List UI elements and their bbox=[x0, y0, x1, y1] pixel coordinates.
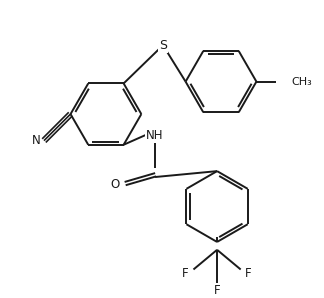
Text: F: F bbox=[214, 284, 220, 297]
Text: F: F bbox=[182, 267, 189, 280]
Text: S: S bbox=[159, 39, 167, 52]
Text: N: N bbox=[32, 134, 40, 147]
Text: NH: NH bbox=[146, 129, 164, 142]
Text: CH₃: CH₃ bbox=[292, 77, 313, 87]
Text: O: O bbox=[110, 179, 120, 191]
Text: F: F bbox=[245, 267, 252, 280]
